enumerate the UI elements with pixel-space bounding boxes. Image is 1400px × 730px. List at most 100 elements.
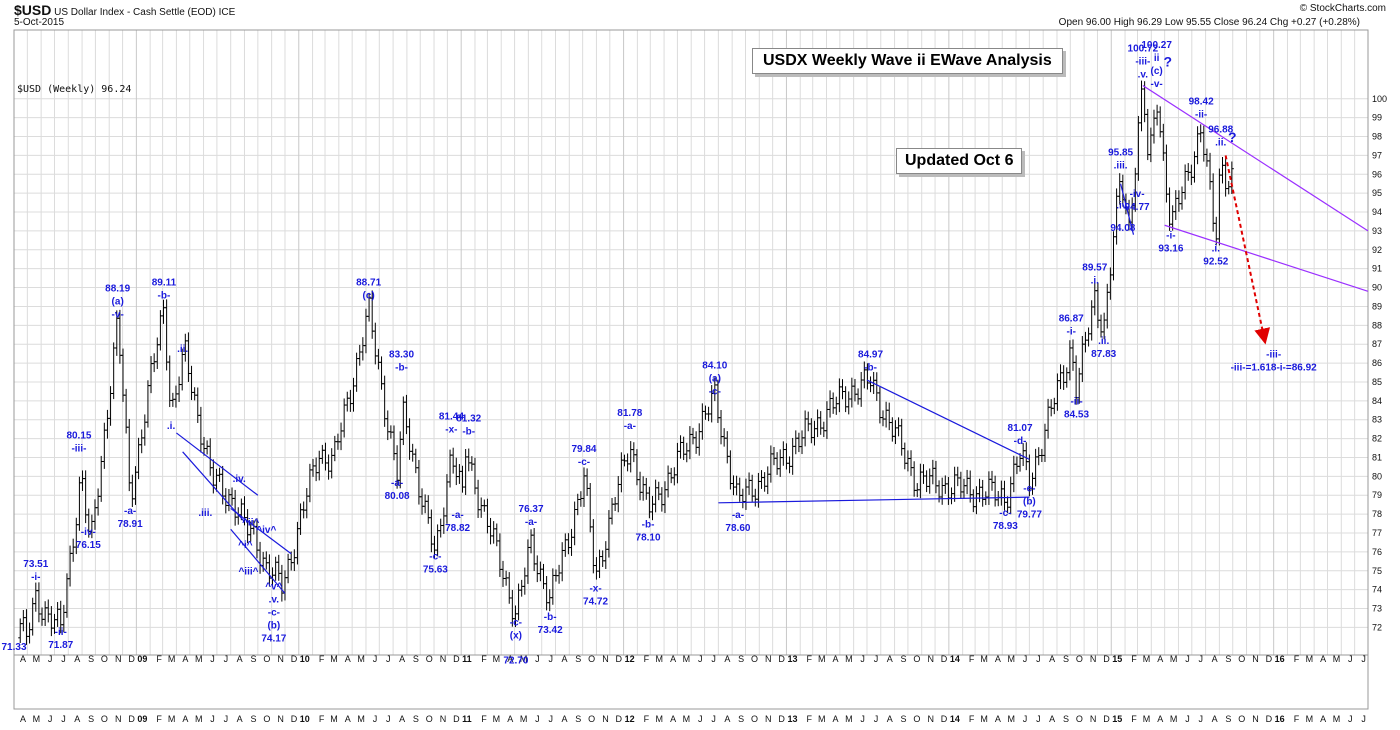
ohlc-bar: [329, 448, 334, 479]
ohlc-bar: [887, 402, 892, 431]
wave-label-line: -ii-: [1195, 109, 1207, 120]
ohlc-bar: [943, 475, 948, 494]
ohlc-bar: [650, 495, 655, 521]
wave-label-line: 78.82: [445, 523, 470, 534]
symbol: $USD: [14, 2, 52, 18]
ohlc-bar: [1198, 124, 1203, 143]
month-tick-label: M: [1170, 714, 1178, 724]
month-tick-label: M: [656, 654, 664, 664]
ohlc-bar: [902, 442, 907, 470]
month-tick-label: J: [373, 654, 378, 664]
month-tick-label: J: [1185, 654, 1190, 664]
wave-label-line: -d-: [1014, 436, 1027, 447]
ohlc-bar: [96, 488, 101, 516]
ohlc-bar: [363, 308, 368, 354]
wave-label: -iii- -iii-=1.618-i-=86.92: [1231, 349, 1318, 373]
ohlc-bar: [725, 431, 730, 464]
ohlc-bar: [697, 423, 702, 456]
ohlc-bar: [379, 356, 384, 390]
ohlc-bar: [136, 437, 141, 480]
month-tick-label: A: [237, 654, 243, 664]
month-tick-label: J: [1036, 714, 1041, 724]
wave-label: ?: [1163, 54, 1172, 70]
wave-label: 100.27 ii (c) -v-: [1141, 40, 1172, 90]
ohlc-bar: [990, 470, 995, 491]
month-tick-label: N: [277, 654, 284, 664]
wave-label: 84.97 -b-: [858, 349, 883, 373]
ohlc-bar: [616, 476, 621, 513]
wave-label: 81.78 -a-: [617, 408, 642, 432]
year-tick-label: 15: [1112, 654, 1122, 664]
wave-label-line: 74.72: [583, 597, 608, 608]
wave-label-line: -v-: [112, 309, 124, 320]
month-tick-label: N: [1252, 714, 1259, 724]
wave-label: -c- (x): [510, 618, 522, 642]
ohlc-bar: [1158, 106, 1163, 138]
trendline: [176, 432, 259, 496]
wave-label-line: ?: [1228, 129, 1237, 145]
ohlc-bar: [946, 476, 951, 505]
ohlc-bar: [600, 550, 605, 567]
ohlc-bar: [625, 453, 630, 472]
wave-label-line: -a-: [525, 517, 537, 528]
ohlc-bar: [1086, 327, 1091, 347]
wave-label: ^i^: [238, 540, 253, 551]
ohlc-bar: [893, 420, 898, 445]
month-tick-label: A: [995, 654, 1001, 664]
ohlc-bar: [828, 390, 833, 418]
ohlc-bar: [610, 497, 615, 525]
month-tick-label: M: [1306, 714, 1314, 724]
ohlc-bar: [644, 477, 649, 500]
ohlc-bar: [1217, 168, 1222, 246]
ohlc-bar: [71, 538, 76, 562]
month-tick-label: J: [61, 714, 66, 724]
wave-label-line: -iv-: [81, 527, 96, 538]
ohlc-bar: [1055, 373, 1060, 411]
month-tick-label: J: [1023, 714, 1028, 724]
wave-label-line: -b-: [395, 362, 408, 373]
month-tick-label: M: [818, 714, 826, 724]
ohlc-bar: [722, 428, 727, 447]
ohlc-bar: [1183, 164, 1188, 200]
ohlc-bar: [155, 337, 160, 369]
wave-label-line: -i-: [31, 572, 40, 583]
ohlc-bar: [821, 421, 826, 438]
month-tick-label: N: [440, 654, 447, 664]
ohlc-bar: [980, 479, 985, 507]
month-tick-label: M: [520, 714, 528, 724]
year-tick-label: 13: [787, 654, 797, 664]
ohlc-bar: [1136, 115, 1141, 181]
year-tick-label: 15: [1112, 714, 1122, 724]
month-tick-label: F: [481, 714, 487, 724]
ohlc-bar: [43, 601, 48, 626]
wave-label-line: -a-: [452, 510, 464, 521]
ohlc-bar: [700, 403, 705, 440]
wave-label-line: 80.08: [385, 491, 410, 502]
month-tick-label: D: [616, 714, 623, 724]
month-tick-label: M: [1007, 714, 1015, 724]
wave-label: .iv.: [1116, 200, 1129, 211]
month-tick-label: J: [1348, 714, 1353, 724]
ohlc-bar: [46, 599, 51, 623]
ohlc-bar: [965, 469, 970, 495]
y-tick-label: 100: [1372, 94, 1387, 104]
month-tick-label: A: [670, 654, 676, 664]
ohlc-bar: [747, 472, 752, 495]
wave-label-line: ?: [1163, 54, 1172, 70]
trendline: [230, 507, 292, 555]
month-tick-label: O: [1238, 654, 1245, 664]
month-tick-label: M: [683, 714, 691, 724]
wave-label-line: (c): [363, 291, 375, 302]
wave-label: 73.51 -i-: [23, 559, 48, 583]
wave-label-line: (a): [709, 374, 721, 385]
wave-label-line: -b-: [642, 519, 655, 530]
ohlc-bar: [423, 494, 428, 514]
wave-label: 98.42 -ii-: [1189, 96, 1214, 120]
wave-label: 100.72 -iii- .v.: [1128, 44, 1159, 81]
month-tick-label: M: [357, 714, 365, 724]
ohlc-bar: [525, 539, 530, 584]
month-tick-label: D: [128, 714, 135, 724]
month-tick-label: O: [751, 654, 758, 664]
month-tick-label: M: [168, 654, 176, 664]
copyright: © StockCharts.com: [1299, 3, 1386, 14]
